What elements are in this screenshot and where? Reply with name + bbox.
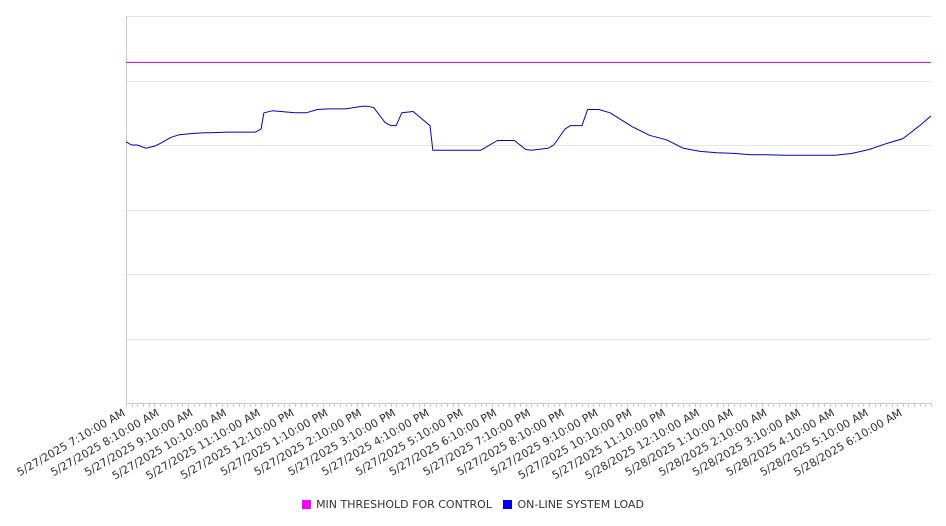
line-chart: 5/27/2025 7:10:00 AM5/27/2025 8:10:00 AM… [15,16,932,483]
legend-item-system-load[interactable]: ON-LINE SYSTEM LOAD [503,498,644,511]
legend-item-min-threshold[interactable]: MIN THRESHOLD FOR CONTROL [302,498,492,511]
legend-swatch-min-threshold [302,500,312,509]
series-line-1 [125,105,932,156]
gridlines [126,16,931,340]
legend-label-system-load: ON-LINE SYSTEM LOAD [517,498,644,511]
x-axis-ticks: 5/27/2025 7:10:00 AM5/27/2025 8:10:00 AM… [15,406,905,482]
legend: MIN THRESHOLD FOR CONTROL ON-LINE SYSTEM… [0,498,946,511]
legend-label-min-threshold: MIN THRESHOLD FOR CONTROL [316,498,492,511]
axes [126,16,932,407]
legend-swatch-system-load [503,500,513,509]
series-lines [125,61,932,156]
